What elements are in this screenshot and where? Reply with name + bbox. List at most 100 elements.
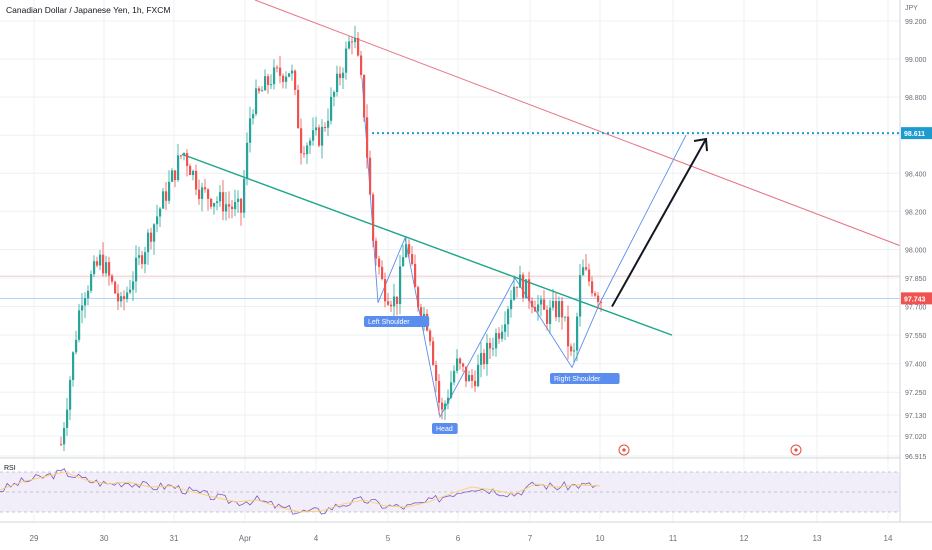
candle-body: [300, 128, 303, 154]
price-axis-bg: [900, 0, 932, 550]
candle-body: [396, 296, 399, 305]
candle: [279, 55, 282, 84]
candle-body: [195, 170, 198, 190]
candle-body: [324, 126, 327, 128]
candle-body: [552, 300, 555, 308]
candle: [339, 66, 342, 86]
candle-body: [192, 170, 195, 176]
candle: [486, 333, 489, 376]
candle-body: [144, 252, 147, 265]
candle: [531, 297, 534, 314]
candle-body: [90, 274, 93, 291]
candle: [360, 50, 363, 79]
candle-body: [276, 67, 279, 69]
candle: [63, 422, 66, 452]
candle: [483, 349, 486, 370]
candle: [324, 122, 327, 132]
candle-body: [375, 240, 378, 259]
candle-body: [504, 324, 507, 332]
candle-body: [456, 358, 459, 371]
candle-body: [405, 244, 408, 258]
candle-body: [261, 90, 264, 92]
resistance-line: [254, 0, 901, 247]
candle: [432, 336, 435, 367]
candle: [561, 296, 564, 330]
candle: [207, 188, 210, 211]
candle-body: [198, 189, 201, 199]
candle-body: [435, 364, 438, 381]
price-tick-label: 97.550: [905, 333, 927, 340]
candle: [99, 249, 102, 271]
candle: [300, 118, 303, 165]
candle: [228, 191, 231, 219]
candle-body: [438, 380, 441, 403]
candle: [384, 272, 387, 308]
candle-body: [351, 41, 354, 43]
candle-body: [228, 204, 231, 207]
candle-body: [414, 263, 417, 288]
candle-body: [246, 142, 249, 179]
candle: [69, 376, 72, 421]
price-tick-label: 99.000: [905, 57, 927, 64]
time-tick-label: 13: [813, 534, 822, 543]
candle: [261, 86, 264, 92]
candle-body: [315, 127, 318, 131]
candle: [489, 337, 492, 360]
candle-body: [483, 353, 486, 365]
candle-body: [267, 76, 270, 85]
candle-body: [141, 255, 144, 265]
candle: [177, 144, 180, 182]
price-tick-label: 97.020: [905, 434, 927, 441]
time-tick-label: 12: [740, 534, 749, 543]
candle: [150, 227, 153, 250]
candle-body: [366, 117, 369, 158]
price-tick-label: 97.250: [905, 390, 927, 397]
candle: [126, 286, 129, 303]
candle-body: [180, 155, 183, 157]
candle: [597, 292, 600, 309]
candle: [414, 254, 417, 288]
candle-body: [297, 89, 300, 129]
candle: [189, 163, 192, 176]
candle: [312, 117, 315, 146]
candle: [444, 400, 447, 420]
candle-body: [111, 275, 114, 282]
candle-body: [318, 127, 321, 146]
candle: [327, 108, 330, 136]
candle-body: [207, 189, 210, 199]
candle: [162, 187, 165, 209]
candle-body: [249, 118, 252, 143]
candle-body: [528, 279, 531, 301]
candle-body: [558, 301, 561, 318]
candle: [60, 436, 63, 446]
candle: [66, 397, 69, 436]
candle: [579, 264, 582, 327]
candle-body: [282, 75, 285, 82]
candle: [471, 369, 474, 389]
candle: [159, 206, 162, 227]
candle-body: [462, 363, 465, 367]
candle-body: [471, 375, 474, 381]
neckline: [181, 153, 673, 336]
candle-body: [225, 204, 228, 212]
candle-body: [171, 170, 174, 182]
time-tick-label: 14: [884, 534, 893, 543]
candle: [288, 73, 291, 78]
candle: [90, 270, 93, 294]
candle-body: [348, 41, 351, 49]
candle: [267, 73, 270, 94]
candle-body: [399, 266, 402, 305]
candle-body: [177, 155, 180, 180]
price-tick-label: 97.850: [905, 276, 927, 283]
grid-lines: [0, 0, 900, 522]
candle-body: [585, 267, 588, 270]
candle: [417, 285, 420, 312]
time-tick-label: 29: [30, 534, 39, 543]
candle-body: [288, 73, 291, 77]
candle-body: [441, 402, 444, 410]
candle: [435, 360, 438, 392]
candle: [231, 199, 234, 219]
candle: [504, 311, 507, 341]
candle: [336, 65, 339, 97]
